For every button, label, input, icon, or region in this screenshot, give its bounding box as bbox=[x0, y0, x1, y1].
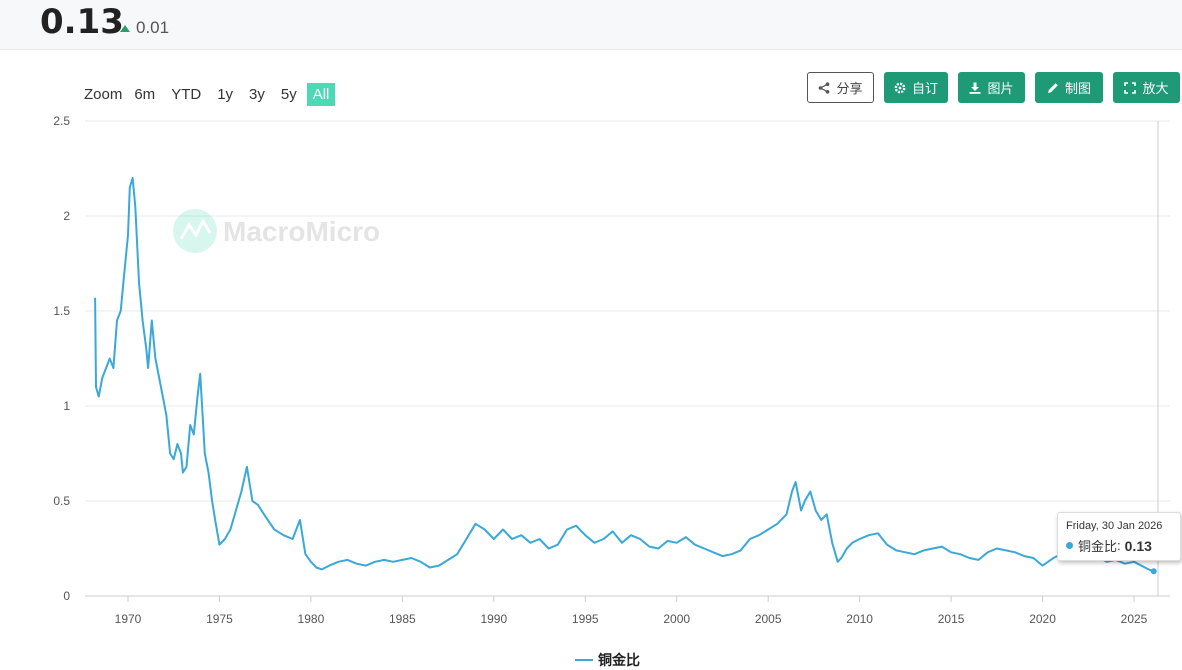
watermark: MacroMicro bbox=[173, 209, 380, 253]
series-marker bbox=[1066, 542, 1073, 549]
x-tick-label: 2010 bbox=[846, 612, 873, 626]
image-download-button[interactable]: 图片 bbox=[958, 72, 1025, 103]
hover-point bbox=[1150, 568, 1157, 575]
x-tick-label: 2000 bbox=[663, 612, 690, 626]
image-label: 图片 bbox=[987, 81, 1014, 96]
gear-icon bbox=[894, 82, 906, 93]
y-tick-label: 1 bbox=[63, 399, 70, 413]
legend[interactable]: 铜金比 bbox=[575, 650, 640, 670]
customize-label: 自订 bbox=[911, 81, 938, 96]
change-indicator: 0.01 bbox=[120, 18, 169, 38]
draw-button[interactable]: 制图 bbox=[1035, 72, 1103, 103]
download-icon bbox=[969, 82, 981, 94]
y-tick-label: 2.5 bbox=[53, 114, 70, 128]
zoom-5y-button[interactable]: 5y bbox=[280, 86, 297, 103]
x-tick-label: 1985 bbox=[389, 612, 416, 626]
up-arrow-icon bbox=[120, 24, 130, 32]
draw-label: 制图 bbox=[1064, 81, 1091, 96]
customize-button[interactable]: 自订 bbox=[884, 72, 948, 103]
latest-value: 0.13 bbox=[40, 2, 124, 42]
tooltip-series: 铜金比 bbox=[1078, 539, 1118, 554]
y-tick-label: 2 bbox=[63, 209, 70, 223]
zoom-6m-button[interactable]: 6m bbox=[134, 86, 156, 103]
tooltip-value: 0.13 bbox=[1124, 537, 1152, 554]
y-tick-label: 1.5 bbox=[53, 304, 70, 318]
x-tick-label: 1975 bbox=[206, 612, 233, 626]
y-tick-label: 0.5 bbox=[53, 494, 70, 508]
summary-bar: 0.13 0.01 bbox=[0, 0, 1182, 50]
x-tick-label: 2025 bbox=[1121, 612, 1148, 626]
x-axis-labels: 1970 1975 1980 1985 1990 1995 2000 2005 2010 2015… bbox=[115, 596, 1148, 626]
zoom-ytd-button[interactable]: YTD bbox=[171, 86, 202, 103]
share-label: 分享 bbox=[836, 81, 863, 96]
fullscreen-icon bbox=[1124, 81, 1137, 94]
zoom-selector: Zoom 6m YTD 1y 3y 5y All bbox=[84, 83, 339, 106]
share-icon bbox=[819, 81, 830, 94]
series-line-copper-gold bbox=[94, 177, 1155, 573]
x-tick-label: 1970 bbox=[115, 612, 142, 626]
share-button[interactable]: 分享 bbox=[807, 72, 874, 103]
x-tick-label: 1980 bbox=[298, 612, 325, 626]
enlarge-button[interactable]: 放大 bbox=[1113, 72, 1180, 103]
y-tick-label: 0 bbox=[63, 589, 70, 603]
tooltip: Friday, 30 Jan 2026 铜金比: 0.13 bbox=[1057, 512, 1181, 561]
x-tick-label: 2020 bbox=[1029, 612, 1056, 626]
x-tick-label: 2015 bbox=[938, 612, 965, 626]
enlarge-label: 放大 bbox=[1142, 81, 1169, 96]
grid bbox=[85, 120, 1170, 597]
watermark-text: MacroMicro bbox=[223, 216, 380, 247]
zoom-label: Zoom bbox=[84, 86, 123, 103]
pencil-icon bbox=[1047, 82, 1058, 93]
zoom-1y-button[interactable]: 1y bbox=[217, 86, 234, 103]
zoom-3y-button[interactable]: 3y bbox=[249, 86, 265, 103]
legend-series-label: 铜金比 bbox=[598, 652, 640, 668]
tooltip-date: Friday, 30 Jan 2026 bbox=[1066, 520, 1163, 532]
x-tick-label: 1995 bbox=[572, 612, 599, 626]
zoom-all-button[interactable]: All bbox=[306, 83, 336, 106]
y-axis-labels: 0 0.5 1 1.5 2 2.5 bbox=[53, 114, 70, 603]
legend-line-marker bbox=[575, 659, 593, 661]
x-tick-label: 2005 bbox=[755, 612, 782, 626]
change-value: 0.01 bbox=[136, 18, 170, 37]
x-tick-label: 1990 bbox=[480, 612, 507, 626]
